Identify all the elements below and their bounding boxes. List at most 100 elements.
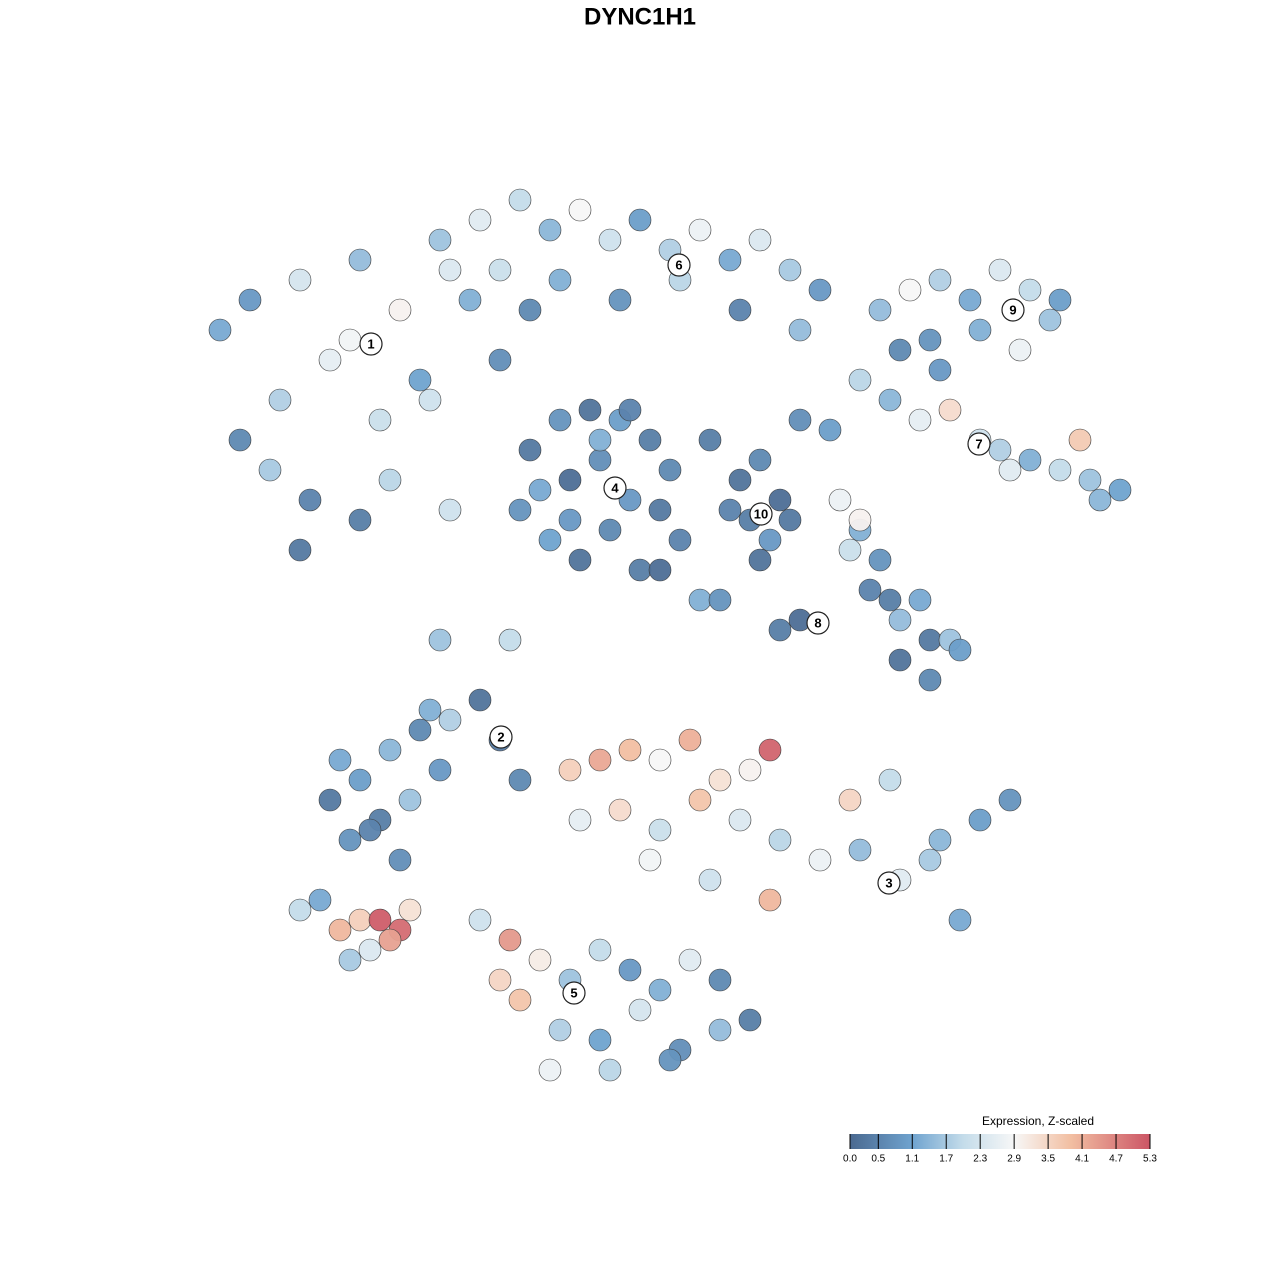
cluster-label-bg	[562, 981, 586, 1005]
point	[648, 818, 672, 842]
point	[388, 848, 412, 872]
point	[208, 318, 232, 342]
point	[858, 578, 882, 602]
point	[258, 458, 282, 482]
point	[318, 348, 342, 372]
cluster-label: 7	[975, 436, 982, 451]
point	[338, 828, 362, 852]
point	[708, 1018, 732, 1042]
cluster-label: 2	[497, 729, 504, 744]
point	[438, 258, 462, 282]
point	[298, 488, 322, 512]
point	[328, 918, 352, 942]
point	[678, 948, 702, 972]
point	[638, 848, 662, 872]
point	[538, 1058, 562, 1082]
colorbar-tick-label: 1.1	[905, 1154, 919, 1165]
point	[708, 588, 732, 612]
point	[998, 788, 1022, 812]
point	[758, 528, 782, 552]
point	[888, 648, 912, 672]
point	[1048, 288, 1072, 312]
point	[708, 768, 732, 792]
point	[868, 298, 892, 322]
point	[958, 288, 982, 312]
cluster-label-bg	[603, 476, 627, 500]
cluster-label-bg	[806, 611, 830, 635]
point	[238, 288, 262, 312]
cluster-label: 1	[367, 336, 374, 351]
point	[928, 358, 952, 382]
point	[408, 718, 432, 742]
colorbar-tick-label: 1.7	[939, 1154, 953, 1165]
point	[788, 408, 812, 432]
cluster-label: 10	[754, 506, 768, 521]
point	[878, 388, 902, 412]
point	[548, 408, 572, 432]
point	[618, 958, 642, 982]
point	[668, 528, 692, 552]
point	[558, 468, 582, 492]
point	[268, 388, 292, 412]
point	[648, 978, 672, 1002]
point	[1048, 458, 1072, 482]
point	[488, 968, 512, 992]
point	[698, 868, 722, 892]
point	[938, 398, 962, 422]
point	[688, 588, 712, 612]
point	[528, 478, 552, 502]
point	[1008, 338, 1032, 362]
point	[338, 948, 362, 972]
point	[568, 808, 592, 832]
point	[588, 1028, 612, 1052]
point	[608, 798, 632, 822]
point	[598, 228, 622, 252]
point	[378, 928, 402, 952]
point	[948, 638, 972, 662]
point	[508, 188, 532, 212]
point	[358, 938, 382, 962]
point	[808, 278, 832, 302]
colorbar-tick-label: 0.5	[871, 1154, 885, 1165]
point	[878, 588, 902, 612]
point	[748, 548, 772, 572]
point	[928, 828, 952, 852]
point	[718, 498, 742, 522]
point	[758, 738, 782, 762]
point	[968, 808, 992, 832]
point	[388, 298, 412, 322]
colorbar	[850, 1134, 1150, 1149]
cluster-label: 3	[885, 875, 892, 890]
point	[928, 268, 952, 292]
point	[548, 268, 572, 292]
point	[1088, 488, 1112, 512]
point	[1078, 468, 1102, 492]
point	[1068, 428, 1092, 452]
point	[898, 278, 922, 302]
point	[918, 848, 942, 872]
point	[688, 218, 712, 242]
point	[428, 228, 452, 252]
point	[658, 1048, 682, 1072]
point	[458, 288, 482, 312]
point	[538, 528, 562, 552]
point	[378, 468, 402, 492]
point	[908, 588, 932, 612]
point	[498, 928, 522, 952]
point	[588, 938, 612, 962]
point	[1018, 278, 1042, 302]
point	[1108, 478, 1132, 502]
point	[438, 708, 462, 732]
point	[588, 428, 612, 452]
point	[778, 508, 802, 532]
point	[528, 948, 552, 972]
point	[848, 368, 872, 392]
colorbar-tick-label: 0.0	[843, 1154, 857, 1165]
cluster-label: 9	[1009, 302, 1016, 317]
point	[648, 748, 672, 772]
point	[578, 398, 602, 422]
point	[348, 908, 372, 932]
colorbar-title: Expression, Z-scaled	[982, 1114, 1094, 1128]
point	[918, 668, 942, 692]
point	[438, 498, 462, 522]
